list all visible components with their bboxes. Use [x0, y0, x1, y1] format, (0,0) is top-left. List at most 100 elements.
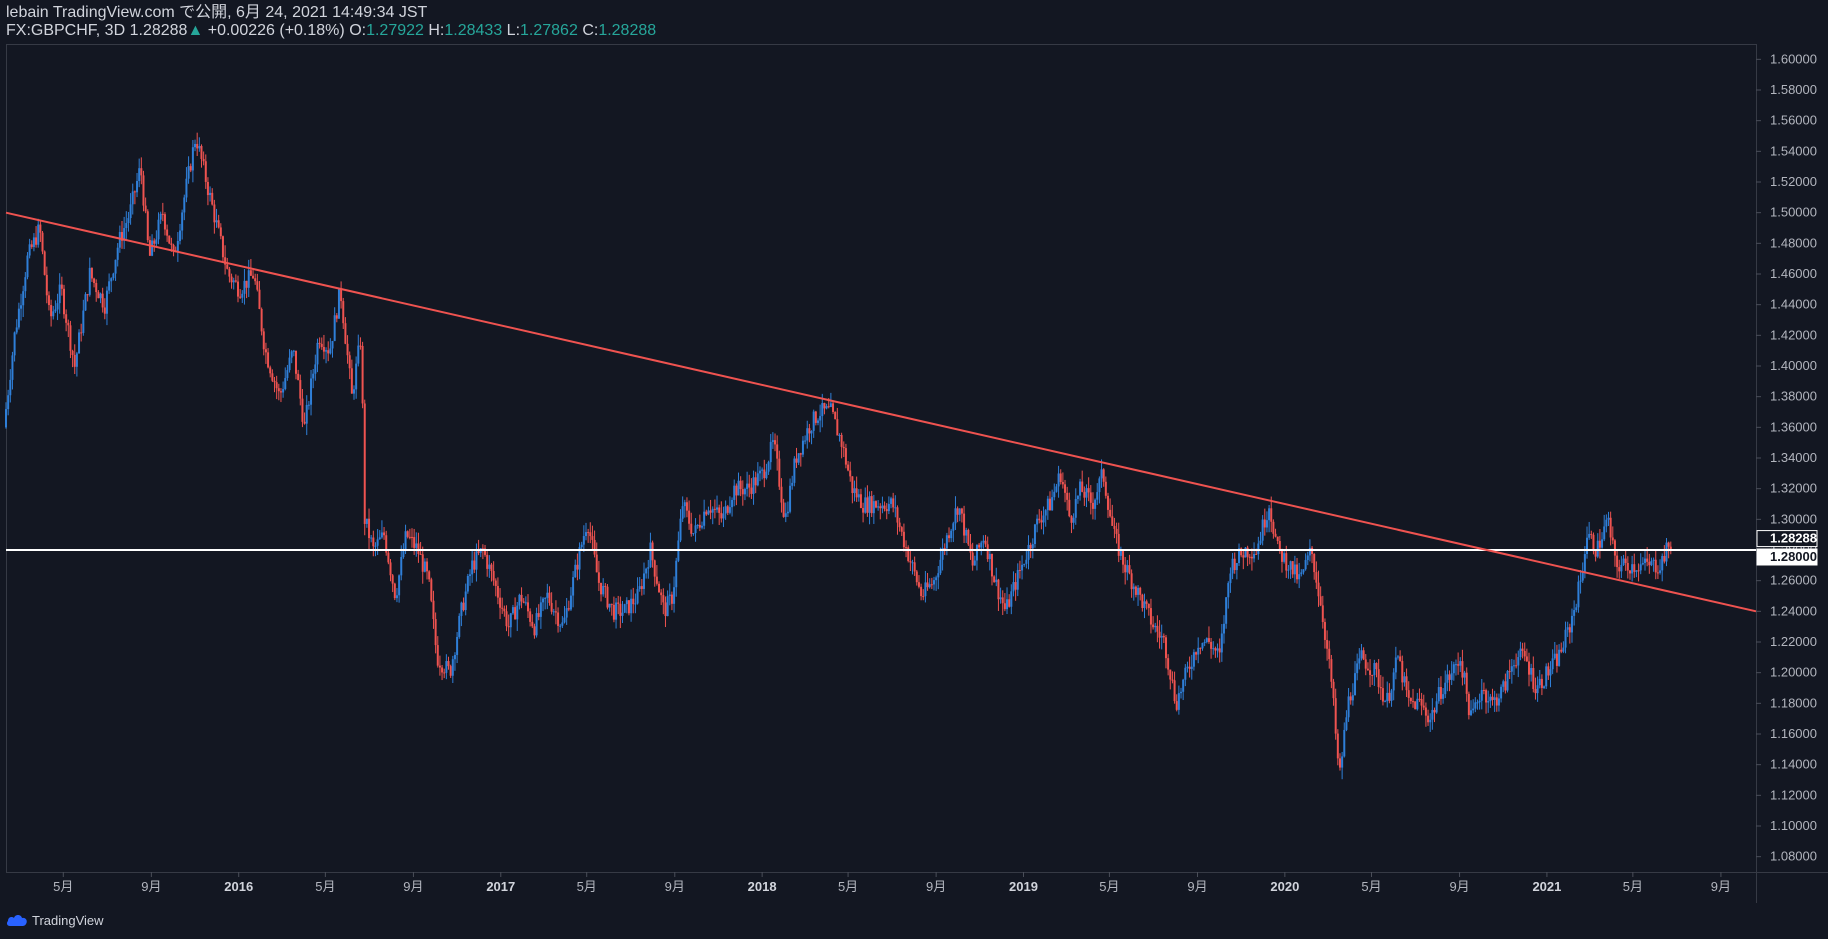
- candle-body: [950, 530, 953, 539]
- candle-body: [1626, 562, 1629, 571]
- candle-body: [1590, 533, 1593, 535]
- candle-body: [1620, 564, 1623, 572]
- candle-body: [1581, 571, 1584, 581]
- candle-body: [526, 602, 529, 612]
- candle-body: [653, 560, 656, 577]
- candle-body: [561, 622, 564, 626]
- candle-body: [234, 280, 237, 282]
- candle-body: [1253, 553, 1256, 559]
- candle-body: [1497, 698, 1500, 706]
- candle-body: [973, 560, 976, 566]
- candle-body: [700, 525, 703, 528]
- candle-body: [1227, 583, 1230, 598]
- candle-body: [849, 470, 852, 477]
- candle-body: [348, 355, 351, 369]
- candle-body: [1530, 668, 1533, 675]
- candle-body: [1296, 564, 1299, 580]
- candle-body: [1379, 687, 1382, 689]
- candle-body: [608, 603, 611, 608]
- candle-body: [1611, 537, 1614, 541]
- brand-label: TradingView: [32, 912, 104, 928]
- candle-body: [612, 604, 615, 620]
- tradingview-footer[interactable]: TradingView: [6, 910, 104, 930]
- candle-body: [726, 506, 729, 513]
- candle-body: [1145, 601, 1148, 604]
- descending-trendline[interactable]: [5, 211, 1757, 613]
- candle-body: [1446, 674, 1449, 683]
- candle-body: [1128, 565, 1131, 574]
- candle-body: [378, 537, 381, 540]
- tradingview-cloud-icon: [6, 915, 27, 926]
- candle-body: [520, 594, 523, 602]
- candle-body: [1373, 663, 1376, 676]
- candle-body: [148, 240, 151, 256]
- candle-body: [331, 341, 334, 349]
- candle-body: [1586, 537, 1589, 555]
- candle-body: [1141, 594, 1144, 609]
- price-tick-label: 1.52000: [1770, 174, 1817, 189]
- candle-body: [982, 540, 985, 543]
- candle-body: [1027, 544, 1030, 560]
- candle-body: [1444, 682, 1447, 695]
- candle-body: [1104, 481, 1107, 496]
- candle-body: [314, 364, 317, 374]
- candle-body: [971, 552, 974, 566]
- candle-body: [166, 229, 169, 236]
- candle-body: [602, 585, 605, 595]
- candle-body: [722, 513, 725, 519]
- candle-body: [423, 561, 426, 572]
- candle-body: [668, 594, 671, 597]
- candle-body: [1663, 555, 1666, 562]
- candle-body: [696, 524, 699, 526]
- candle-body: [1594, 551, 1597, 557]
- candle-body: [1126, 565, 1129, 573]
- time-tick-label: 2016: [224, 879, 253, 894]
- candle-body: [1085, 488, 1088, 498]
- candle-body: [939, 559, 942, 574]
- candle-body: [1596, 540, 1599, 557]
- candle-body: [1356, 663, 1359, 674]
- candle-body: [1072, 517, 1075, 523]
- candle-body: [1545, 666, 1548, 687]
- candle-body: [105, 290, 108, 314]
- time-axis[interactable]: 5月 9月 2016 5月 9月 2017 5月 9月 2018 5月 9月 2019 5月 9月 2020…: [53, 872, 1731, 894]
- candle-body: [301, 398, 304, 422]
- candle-body: [1588, 533, 1591, 538]
- candle-body: [1238, 548, 1241, 564]
- candle-body: [47, 295, 50, 306]
- candle-body: [213, 204, 216, 223]
- candle-body: [733, 485, 736, 500]
- drawings-layer: [5, 211, 1757, 613]
- candle-body: [1214, 648, 1217, 651]
- chart-header: lebain TradingView.com で公開, 6月 24, 2021 …: [6, 4, 1206, 40]
- time-tick-label: 5月: [1099, 879, 1119, 894]
- candle-body: [627, 600, 630, 614]
- current-price-label-box: [1756, 530, 1818, 548]
- candle-body: [1272, 521, 1275, 534]
- price-axis[interactable]: 1.60000 1.58000 1.56000 1.54000 1.52000 1.500…: [1756, 51, 1818, 864]
- candle-body: [322, 346, 325, 352]
- candle-body: [870, 496, 873, 514]
- candle-body: [1102, 469, 1105, 482]
- price-tick-label: 1.08000: [1770, 849, 1817, 864]
- candle-body: [320, 343, 323, 347]
- candle-body: [1605, 519, 1608, 527]
- candle-body: [786, 511, 789, 514]
- price-tick-label: 1.32000: [1770, 481, 1817, 496]
- candle-body: [1336, 733, 1339, 759]
- candle-body: [636, 589, 639, 604]
- candle-body: [917, 582, 920, 587]
- candle-body: [1132, 586, 1135, 590]
- candle-body: [1401, 660, 1404, 683]
- candle-body: [1341, 756, 1344, 768]
- candle-body: [157, 219, 160, 240]
- candle-body: [664, 602, 667, 617]
- candle-body: [236, 281, 239, 297]
- candle-body: [1006, 599, 1009, 610]
- candle-body: [269, 367, 272, 374]
- candle-body: [340, 288, 343, 302]
- candle-body: [114, 259, 117, 274]
- candle-body: [509, 613, 512, 628]
- candle-body: [230, 276, 233, 283]
